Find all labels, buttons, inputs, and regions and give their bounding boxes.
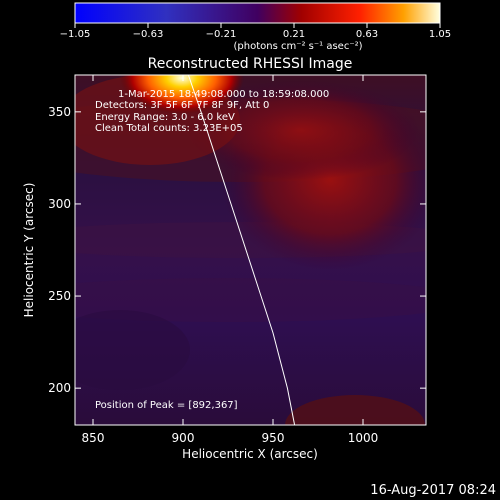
x-tick-label: 900 xyxy=(172,431,195,445)
y-tick-label: 250 xyxy=(48,289,71,303)
x-axis-label: Heliocentric X (arcsec) xyxy=(182,447,318,461)
y-axis-label: Heliocentric Y (arcsec) xyxy=(22,183,36,318)
heatmap-plot xyxy=(75,75,426,425)
flare-peak xyxy=(120,75,244,114)
x-tick-label: 1000 xyxy=(348,431,379,445)
annotation-block: 1-Mar-2015 18:49:08.000 to 18:59:08.000 … xyxy=(95,89,329,411)
footer-date: 16-Aug-2017 08:24 xyxy=(370,483,496,498)
chart-title: Reconstructed RHESSI Image xyxy=(148,56,353,72)
colorbar-units: (photons cm⁻² s⁻¹ asec⁻²) xyxy=(233,41,362,52)
colorbar-tick-label: −0.21 xyxy=(206,29,237,40)
x-axis-ticks: 850 900 950 1000 xyxy=(82,75,379,445)
colorbar-tick-label: 0.21 xyxy=(283,29,305,40)
annotation-detectors: Detectors: 3F 5F 6F 7F 8F 9F, Att 0 xyxy=(95,100,269,111)
colorbar-ticks: −1.05 −0.63 −0.21 0.21 0.63 1.05 xyxy=(60,23,451,40)
annotation-time-range: 1-Mar-2015 18:49:08.000 to 18:59:08.000 xyxy=(118,89,329,100)
annotation-peak-position: Position of Peak = [892,367] xyxy=(95,400,238,411)
y-tick-label: 300 xyxy=(48,197,71,211)
x-tick-label: 850 xyxy=(82,431,105,445)
annotation-clean: Clean Total counts: 3.23E+05 xyxy=(95,123,243,134)
solar-limb-curve xyxy=(187,75,296,425)
y-tick-label: 200 xyxy=(48,381,71,395)
y-tick-label: 350 xyxy=(48,105,71,119)
colorbar-tick-label: 1.05 xyxy=(429,29,451,40)
colorbar xyxy=(74,2,441,24)
colorbar-tick-label: −0.63 xyxy=(133,29,164,40)
annotation-energy: Energy Range: 3.0 - 6.0 keV xyxy=(95,112,235,123)
colorbar-tick-label: −1.05 xyxy=(60,29,91,40)
colorbar-tick-label: 0.63 xyxy=(356,29,378,40)
plot-frame xyxy=(74,74,427,426)
y-axis-ticks: 200 250 300 350 xyxy=(48,105,426,395)
x-tick-label: 950 xyxy=(262,431,285,445)
